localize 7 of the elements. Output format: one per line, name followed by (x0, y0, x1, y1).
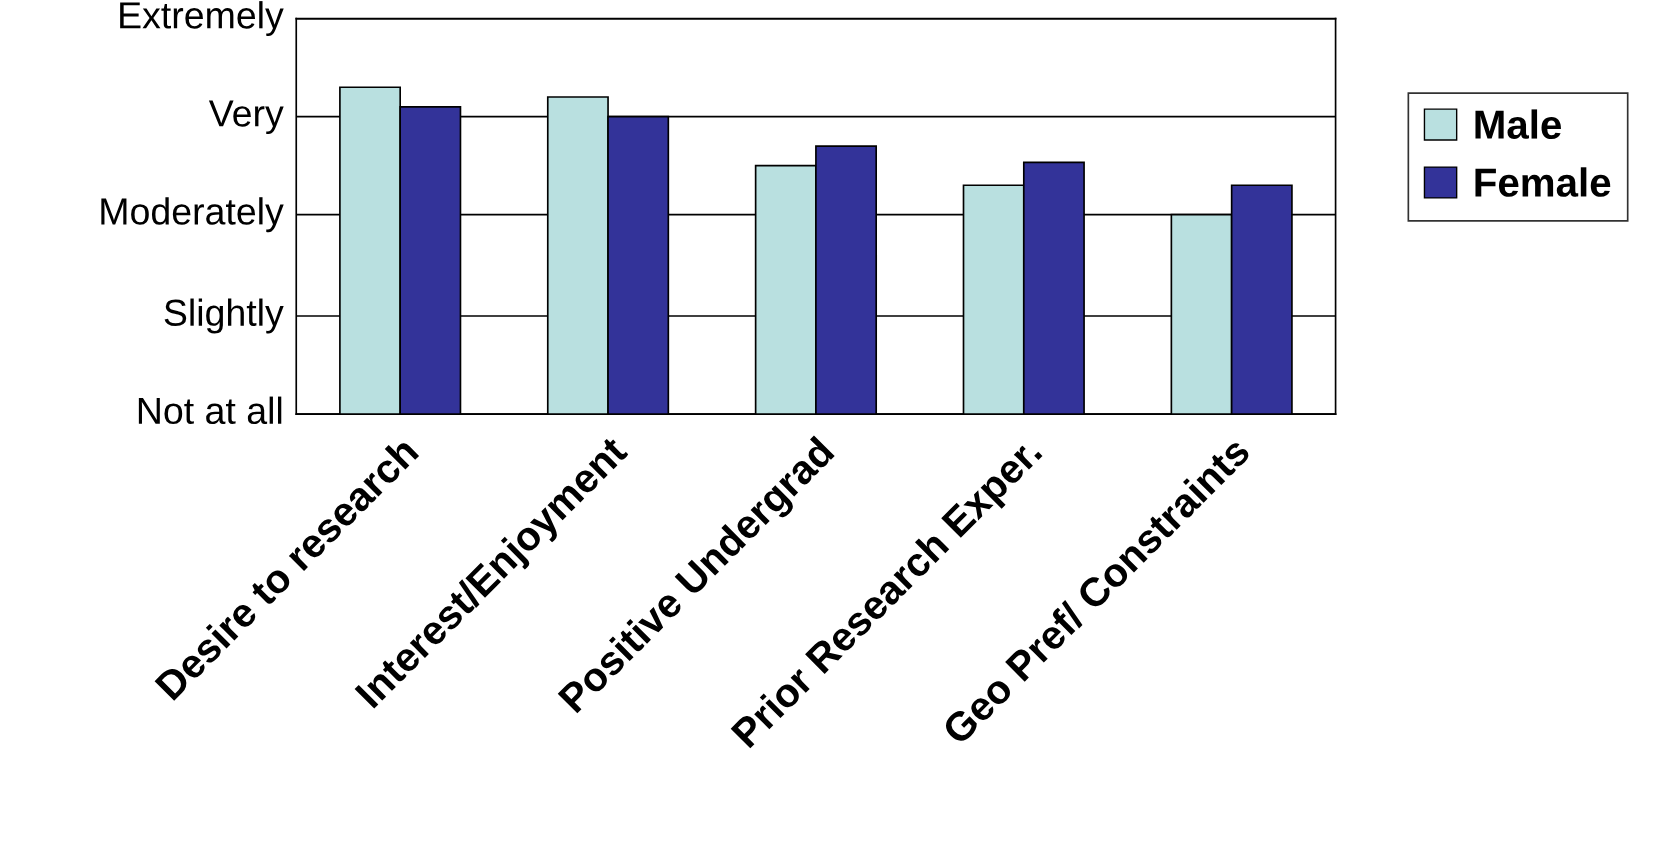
ref-line-label: Very (208, 100, 284, 135)
ref-line-label: Not at all (138, 396, 282, 425)
legend-label: Female (1475, 167, 1611, 197)
ref-line-label: Slightly (164, 298, 284, 334)
ref-line-label: Extremely (120, 1, 284, 37)
legend-label: Male (1475, 109, 1561, 139)
ref-line-label: Moderately (101, 197, 284, 233)
